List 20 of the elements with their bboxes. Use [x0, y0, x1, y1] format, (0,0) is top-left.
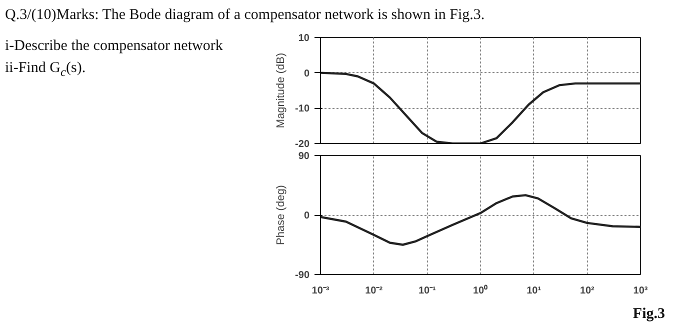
text: i-Describe the compensator network — [5, 38, 223, 54]
caption: Fig.3 — [632, 306, 665, 322]
text: ii-Find G$_{c}$(s). — [5, 60, 86, 79]
x-tick-label: 10¹ — [526, 286, 542, 297]
y-axis-title: Magnitude (dB) — [275, 53, 288, 129]
y-tick-label: -10 — [295, 104, 310, 116]
y-axis-title: Phase (deg) — [275, 185, 288, 246]
x-tick-label: 10⁰ — [472, 284, 488, 297]
y-tick-label: -20 — [295, 139, 310, 150]
y-tick-label: 90 — [298, 151, 310, 162]
y-tick-label: -90 — [295, 270, 310, 282]
x-tick-label: 10³ — [633, 286, 648, 297]
x-tick-label: 10⁻³ — [312, 286, 330, 297]
x-tick-label: 10² — [580, 286, 596, 297]
y-tick-label: 0 — [304, 210, 310, 222]
y-tick-label: 0 — [304, 68, 310, 80]
x-tick-label: 10⁻² — [365, 286, 384, 297]
x-tick-label: 10⁻¹ — [418, 286, 437, 297]
y-tick-label: 10 — [298, 33, 310, 44]
text: Q.3/(10)Marks: The Bode diagram of a compensator network is shown in Fig.3. — [5, 6, 485, 25]
